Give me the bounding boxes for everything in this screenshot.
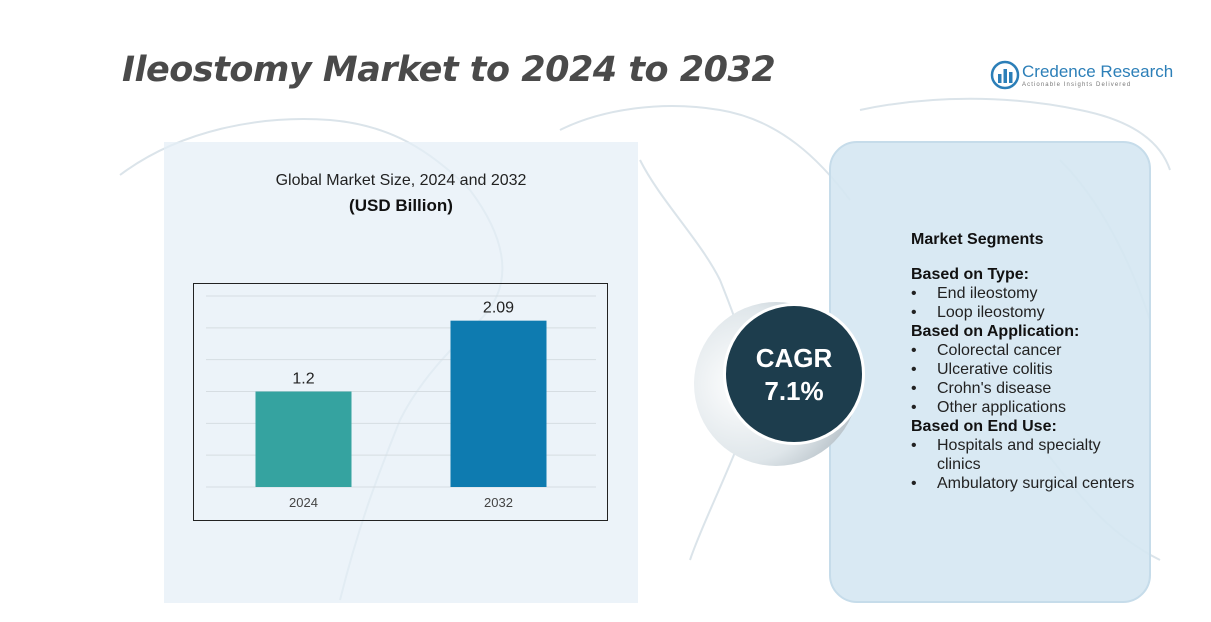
bar-2032 — [450, 320, 547, 487]
bullet-icon: • — [911, 285, 917, 302]
brand-name: Credence Research — [1022, 62, 1174, 81]
data-label-2024: 1.2 — [292, 371, 314, 388]
cagr-label: CAGR — [755, 343, 833, 373]
bullet-icon: • — [911, 380, 917, 397]
cagr-value: 7.1% — [764, 376, 824, 406]
bullet-icon: • — [911, 399, 917, 416]
bullet-icon: • — [911, 437, 917, 454]
segment-item-label: Ambulatory surgical centers — [937, 475, 1135, 492]
segments-content: Market Segments Based on Type: • End ileo… — [911, 231, 1141, 493]
page-title: Ileostomy Market to 2024 to 2032 — [122, 50, 776, 90]
segment-item-label: End ileostomy — [937, 285, 1038, 302]
segment-item: • Colorectal cancer — [911, 341, 1141, 360]
segment-list-type: • End ileostomy • Loop ileostomy — [911, 284, 1141, 322]
brand-tagline: Actionable Insights Delivered — [1022, 82, 1132, 88]
chart-panel: Global Market Size, 2024 and 2032 (USD B… — [164, 142, 638, 603]
segment-list-application: • Colorectal cancer • Ulcerative colitis •… — [911, 341, 1141, 417]
segments-header: Market Segments — [911, 231, 1044, 248]
x-tick-label-2032: 2032 — [484, 495, 513, 510]
segment-item: • End ileostomy — [911, 284, 1141, 303]
bar-2024 — [255, 391, 352, 487]
segment-list-end-use: • Hospitals and specialty clinics • Ambula… — [911, 436, 1141, 493]
segment-group-title: Based on Application: — [911, 323, 1080, 340]
cagr-badge: CAGR 7.1% — [723, 303, 865, 445]
bullet-icon: • — [911, 304, 917, 321]
segment-item-label: Other applications — [937, 399, 1066, 416]
segment-group-title: Based on End Use: — [911, 418, 1057, 435]
bullet-icon: • — [911, 361, 917, 378]
segment-item-label: Hospitals and specialty clinics — [937, 437, 1101, 473]
segment-item: • Hospitals and specialty clinics — [911, 436, 1141, 474]
segment-group-title: Based on Type: — [911, 266, 1029, 283]
bar-chart: 1.2 2024 2.09 2032 — [206, 295, 596, 510]
chart-unit: (USD Billion) — [349, 196, 453, 215]
credence-logo-icon — [990, 60, 1020, 90]
segment-item-label: Loop ileostomy — [937, 304, 1045, 321]
segment-item: • Loop ileostomy — [911, 303, 1141, 322]
segment-item: • Other applications — [911, 398, 1141, 417]
bullet-icon: • — [911, 475, 917, 492]
segment-item: • Ulcerative colitis — [911, 360, 1141, 379]
brand-logo: Credence Research Actionable Insights De… — [990, 60, 1174, 96]
data-label-2032: 2.09 — [483, 300, 514, 317]
chart-frame: 1.2 2024 2.09 2032 — [193, 283, 608, 521]
market-segments-panel: Market Segments Based on Type: • End ileo… — [829, 141, 1151, 603]
chart-subtitle: Global Market Size, 2024 and 2032 — [275, 172, 527, 189]
segment-item: • Crohn's disease — [911, 379, 1141, 398]
x-tick-label-2024: 2024 — [289, 495, 318, 510]
bullet-icon: • — [911, 342, 917, 359]
segment-item-label: Crohn's disease — [937, 380, 1052, 397]
segment-item-label: Colorectal cancer — [937, 342, 1062, 359]
segment-item-label: Ulcerative colitis — [937, 361, 1053, 378]
segment-item: • Ambulatory surgical centers — [911, 474, 1141, 493]
